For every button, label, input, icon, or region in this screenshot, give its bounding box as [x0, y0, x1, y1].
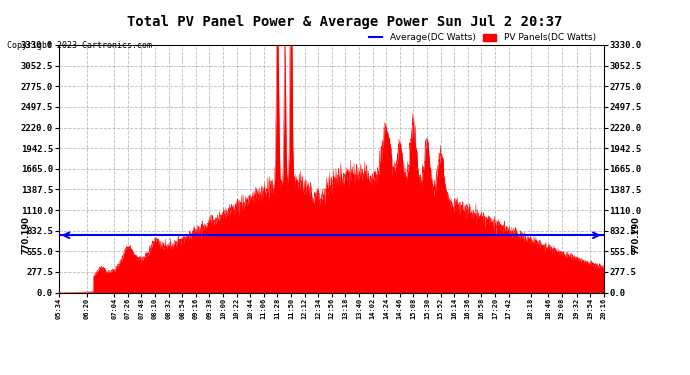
- Text: Copyright 2023 Cartronics.com: Copyright 2023 Cartronics.com: [7, 41, 152, 50]
- Text: 770.190: 770.190: [21, 216, 30, 254]
- Text: Total PV Panel Power & Average Power Sun Jul 2 20:37: Total PV Panel Power & Average Power Sun…: [127, 15, 563, 29]
- Legend: Average(DC Watts), PV Panels(DC Watts): Average(DC Watts), PV Panels(DC Watts): [365, 30, 599, 46]
- Text: 770.190: 770.190: [632, 216, 641, 254]
